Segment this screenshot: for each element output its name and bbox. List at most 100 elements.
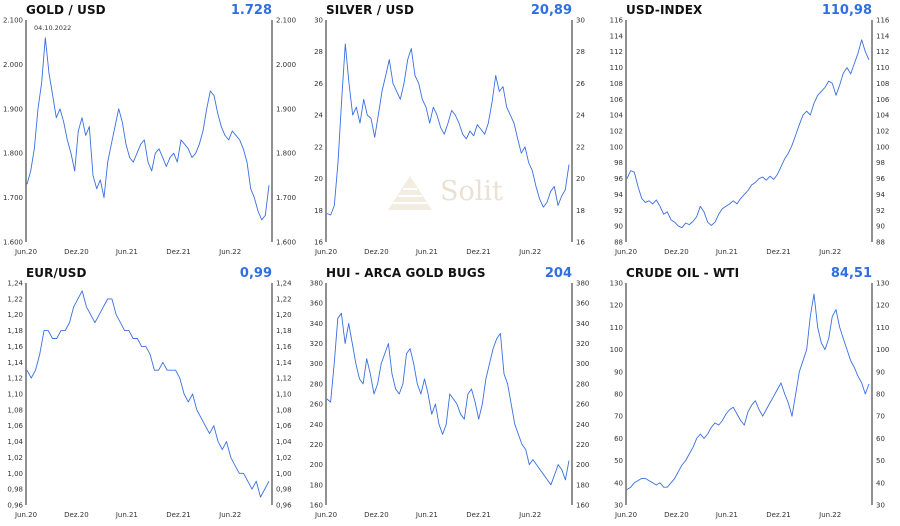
y-tick-label-right: 98 — [876, 159, 885, 167]
y-tick-label-right: 30 — [576, 17, 585, 25]
x-tick-label: Jun.20 — [14, 511, 37, 519]
x-tick-label: Jun.21 — [415, 248, 438, 256]
y-tick-label-right: 94 — [876, 191, 885, 199]
y-tick-label-left: 100 — [610, 346, 623, 354]
x-tick-label: Dez.20 — [664, 248, 689, 256]
y-tick-label-right: 108 — [876, 80, 889, 88]
y-tick-label-left: 1,22 — [7, 295, 23, 303]
chart-annotation: 04.10.2022 — [34, 24, 71, 32]
y-tick-label-left: 1,06 — [7, 422, 23, 430]
y-tick-label-left: 1.600 — [3, 239, 23, 247]
chart-panel-2: USD-INDEX 110,98 88 88 90 90 92 92 94 94 96 96 98 98 1… — [600, 0, 900, 263]
y-tick-label-left: 100 — [610, 143, 623, 151]
y-tick-label-left: 96 — [614, 175, 623, 183]
y-tick-label-left: 26 — [314, 80, 323, 88]
y-tick-label-right: 130 — [876, 280, 889, 288]
y-tick-label-right: 20 — [576, 175, 585, 183]
current-value: 1.728 — [230, 3, 272, 18]
x-tick-label: Dez.20 — [64, 248, 89, 256]
x-tick-label: Jun.20 — [314, 511, 337, 519]
x-tick-label: Jun.21 — [115, 248, 138, 256]
y-tick-label-left: 260 — [310, 401, 323, 409]
y-tick-label-right: 380 — [576, 280, 589, 288]
y-tick-label-right: 92 — [876, 207, 885, 215]
y-tick-label-right: 16 — [576, 239, 585, 247]
chart-svg: 160 160 180 180 200 200 220 220 240 240 260 260 280 2… — [310, 280, 590, 520]
x-tick-label: Jun.22 — [218, 248, 241, 256]
x-tick-label: Dez.21 — [466, 248, 491, 256]
y-tick-label-right: 110 — [876, 64, 889, 72]
y-tick-label-right: 1.700 — [276, 194, 296, 202]
x-tick-label: Dez.21 — [766, 248, 791, 256]
x-tick-label: Jun.20 — [14, 248, 37, 256]
y-tick-label-left: 380 — [310, 280, 323, 288]
y-tick-label-right: 26 — [576, 80, 585, 88]
current-value: 110,98 — [821, 3, 872, 18]
y-tick-label-right: 100 — [876, 143, 889, 151]
x-tick-label: Jun.20 — [614, 511, 637, 519]
y-tick-label-right: 120 — [876, 302, 889, 310]
y-tick-label-left: 120 — [610, 302, 623, 310]
y-tick-label-right: 1.600 — [276, 239, 296, 247]
y-tick-label-left: 102 — [610, 128, 623, 136]
x-tick-label: Jun.20 — [614, 248, 637, 256]
x-tick-label: Jun.21 — [415, 511, 438, 519]
series-line — [626, 293, 870, 490]
y-tick-label-left: 240 — [310, 421, 323, 429]
y-tick-label-left: 88 — [614, 239, 623, 247]
series-line — [626, 39, 870, 229]
y-tick-label-right: 1.800 — [276, 150, 296, 158]
x-tick-label: Jun.22 — [518, 511, 541, 519]
y-tick-label-left: 0,98 — [7, 486, 23, 494]
y-tick-label-right: 18 — [576, 207, 585, 215]
y-tick-label-right: 220 — [576, 441, 589, 449]
y-tick-label-left: 1,10 — [7, 391, 23, 399]
y-tick-label-left: 280 — [310, 380, 323, 388]
y-tick-label-right: 1,16 — [276, 343, 292, 351]
y-tick-label-right: 22 — [576, 143, 585, 151]
y-tick-label-right: 180 — [576, 481, 589, 489]
x-tick-label: Jun.20 — [314, 248, 337, 256]
chart-title: HUI - ARCA GOLD BUGS — [326, 266, 486, 280]
y-tick-label-left: 90 — [614, 223, 623, 231]
y-tick-label-right: 0,96 — [276, 502, 292, 510]
y-tick-label-left: 1,16 — [7, 343, 23, 351]
x-tick-label: Dez.20 — [64, 511, 89, 519]
y-tick-label-right: 96 — [876, 175, 885, 183]
y-tick-label-left: 22 — [314, 143, 323, 151]
y-tick-label-left: 28 — [314, 48, 323, 56]
pyramid-logo-icon — [388, 176, 432, 210]
x-tick-label: Dez.21 — [166, 511, 191, 519]
y-tick-label-right: 70 — [876, 413, 885, 421]
y-tick-label-left: 60 — [614, 435, 623, 443]
y-tick-label-left: 220 — [310, 441, 323, 449]
watermark-text: Solit — [440, 176, 503, 207]
y-tick-label-left: 50 — [614, 457, 623, 465]
chart-panel-3: EUR/USD 0,99 0,96 0,96 0,98 0,98 1,00 1,00 1,02 1… — [0, 263, 300, 526]
y-tick-label-right: 160 — [576, 502, 589, 510]
chart-title: GOLD / USD — [26, 3, 106, 17]
y-tick-label-right: 300 — [576, 360, 589, 368]
x-tick-label: Jun.22 — [818, 248, 841, 256]
series-line — [326, 43, 570, 216]
y-tick-label-left: 0,96 — [7, 502, 23, 510]
y-tick-label-right: 104 — [876, 112, 890, 120]
chart-svg: 30 30 40 40 50 50 60 60 70 70 80 80 90 90 100 100 110 110… — [610, 280, 890, 520]
current-value: 204 — [544, 266, 572, 281]
y-tick-label-left: 94 — [614, 191, 623, 199]
x-tick-label: Jun.21 — [115, 511, 138, 519]
x-tick-label: Jun.21 — [715, 248, 738, 256]
chart-title: USD-INDEX — [626, 3, 703, 17]
x-tick-label: Jun.22 — [818, 511, 841, 519]
y-tick-label-left: 24 — [314, 112, 323, 120]
y-tick-label-left: 70 — [614, 413, 623, 421]
y-tick-label-left: 130 — [610, 280, 623, 288]
y-tick-label-right: 80 — [876, 391, 885, 399]
y-tick-label-right: 110 — [876, 324, 889, 332]
current-value: 84,51 — [830, 266, 872, 281]
y-tick-label-left: 360 — [310, 300, 323, 308]
y-tick-label-left: 2.100 — [3, 17, 23, 25]
y-tick-label-right: 30 — [876, 502, 885, 510]
y-tick-label-left: 108 — [610, 80, 623, 88]
y-tick-label-left: 80 — [614, 391, 623, 399]
